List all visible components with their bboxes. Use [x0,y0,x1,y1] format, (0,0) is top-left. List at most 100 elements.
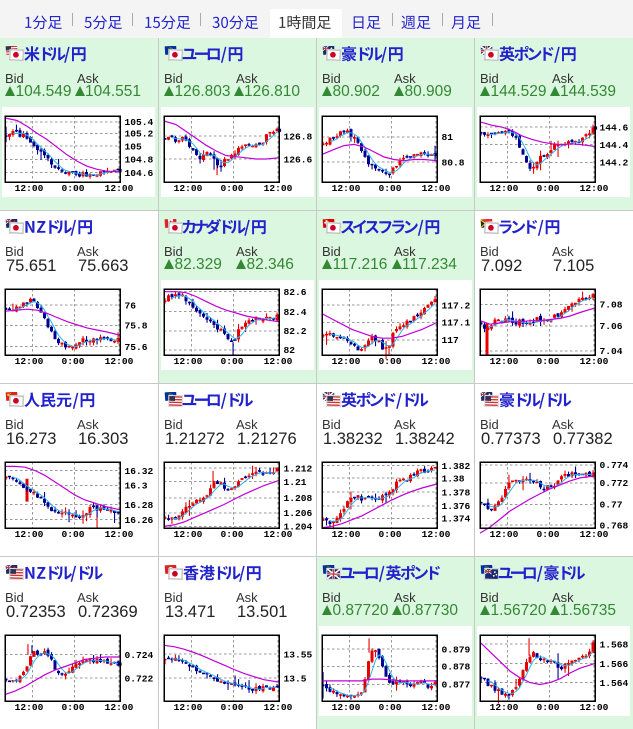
svg-text:0:00: 0:00 [378,356,401,367]
svg-text:105.2: 105.2 [125,129,154,140]
svg-text:1.568: 1.568 [600,639,629,650]
svg-text:12:00: 12:00 [580,356,609,367]
svg-text:0:00: 0:00 [220,529,243,540]
svg-text:1.21: 1.21 [284,477,307,488]
svg-text:0:00: 0:00 [61,356,84,367]
svg-text:16.32: 16.32 [125,466,154,477]
svg-text:12:00: 12:00 [490,183,519,194]
svg-text:12:00: 12:00 [105,183,134,194]
svg-text:12:00: 12:00 [580,529,609,540]
svg-text:105: 105 [125,142,143,153]
svg-text:0.879: 0.879 [442,644,471,655]
svg-text:12:00: 12:00 [422,183,451,194]
svg-text:82.6: 82.6 [284,287,307,298]
svg-text:12:00: 12:00 [422,356,451,367]
svg-text:12:00: 12:00 [15,356,44,367]
svg-text:0:00: 0:00 [378,702,401,713]
svg-text:0.772: 0.772 [600,478,629,489]
svg-text:12:00: 12:00 [490,356,519,367]
svg-text:0:00: 0:00 [536,183,559,194]
svg-text:12:00: 12:00 [264,356,293,367]
svg-text:117.2: 117.2 [442,300,471,311]
svg-text:0:00: 0:00 [536,529,559,540]
svg-text:0:00: 0:00 [378,529,401,540]
svg-text:1.206: 1.206 [284,508,313,519]
svg-text:82: 82 [284,345,296,356]
svg-text:12:00: 12:00 [174,356,203,367]
svg-text:1.566: 1.566 [600,659,629,670]
svg-text:126.8: 126.8 [284,131,313,142]
svg-text:80.8: 80.8 [442,157,465,168]
svg-text:0.77: 0.77 [600,500,623,511]
svg-text:117: 117 [442,335,460,346]
svg-text:7.04: 7.04 [600,346,623,357]
svg-text:12:00: 12:00 [422,529,451,540]
svg-text:0.722: 0.722 [125,674,154,685]
svg-text:144.2: 144.2 [600,158,629,169]
svg-text:0:00: 0:00 [220,356,243,367]
svg-text:12:00: 12:00 [15,529,44,540]
svg-text:12:00: 12:00 [490,702,519,713]
svg-text:12:00: 12:00 [174,529,203,540]
svg-text:7.06: 7.06 [600,321,623,332]
svg-text:12:00: 12:00 [105,356,134,367]
svg-text:0:00: 0:00 [220,183,243,194]
svg-text:81: 81 [442,132,454,143]
svg-text:12:00: 12:00 [105,529,134,540]
svg-text:0:00: 0:00 [378,183,401,194]
svg-text:0:00: 0:00 [536,702,559,713]
svg-text:12:00: 12:00 [174,702,203,713]
svg-text:1.208: 1.208 [284,493,313,504]
svg-text:13.55: 13.55 [284,649,313,660]
svg-text:1.374: 1.374 [442,514,471,525]
svg-text:1.38: 1.38 [442,473,465,484]
svg-text:12:00: 12:00 [264,183,293,194]
svg-text:76: 76 [125,300,137,311]
svg-text:16.26: 16.26 [125,515,154,526]
svg-text:1.204: 1.204 [284,522,313,533]
svg-text:12:00: 12:00 [174,183,203,194]
svg-text:12:00: 12:00 [580,702,609,713]
svg-text:13.5: 13.5 [284,674,307,685]
svg-text:12:00: 12:00 [422,702,451,713]
svg-text:126.6: 126.6 [284,154,313,165]
svg-text:82.4: 82.4 [284,307,307,318]
svg-text:75.6: 75.6 [125,342,148,353]
svg-text:12:00: 12:00 [332,183,361,194]
svg-text:12:00: 12:00 [490,529,519,540]
svg-text:0:00: 0:00 [220,702,243,713]
svg-text:16.3: 16.3 [125,481,148,492]
svg-text:12:00: 12:00 [15,183,44,194]
svg-text:12:00: 12:00 [332,702,361,713]
svg-text:104.6: 104.6 [125,168,154,179]
svg-text:1.378: 1.378 [442,488,471,499]
svg-text:0:00: 0:00 [536,356,559,367]
svg-text:1.382: 1.382 [442,461,471,472]
svg-text:0:00: 0:00 [61,529,84,540]
svg-text:117.1: 117.1 [442,318,471,329]
svg-text:75.8: 75.8 [125,321,148,332]
svg-text:0.724: 0.724 [125,650,154,661]
svg-text:0.774: 0.774 [600,460,629,471]
svg-text:1.212: 1.212 [284,463,313,474]
svg-text:12:00: 12:00 [15,702,44,713]
svg-text:12:00: 12:00 [332,529,361,540]
svg-text:1.376: 1.376 [442,501,471,512]
svg-text:12:00: 12:00 [332,356,361,367]
svg-text:0:00: 0:00 [61,702,84,713]
svg-text:144.6: 144.6 [600,122,629,133]
svg-text:12:00: 12:00 [105,702,134,713]
svg-text:12:00: 12:00 [264,529,293,540]
svg-text:0.878: 0.878 [442,662,471,673]
svg-text:0.877: 0.877 [442,680,471,691]
svg-text:1.564: 1.564 [600,678,629,689]
svg-text:7.08: 7.08 [600,300,623,311]
svg-text:12:00: 12:00 [264,702,293,713]
svg-text:82.2: 82.2 [284,326,307,337]
svg-text:12:00: 12:00 [580,183,609,194]
svg-text:105.4: 105.4 [125,117,154,128]
svg-text:0.768: 0.768 [600,520,629,531]
svg-text:16.28: 16.28 [125,500,154,511]
svg-text:0:00: 0:00 [61,183,84,194]
svg-text:104.8: 104.8 [125,155,154,166]
